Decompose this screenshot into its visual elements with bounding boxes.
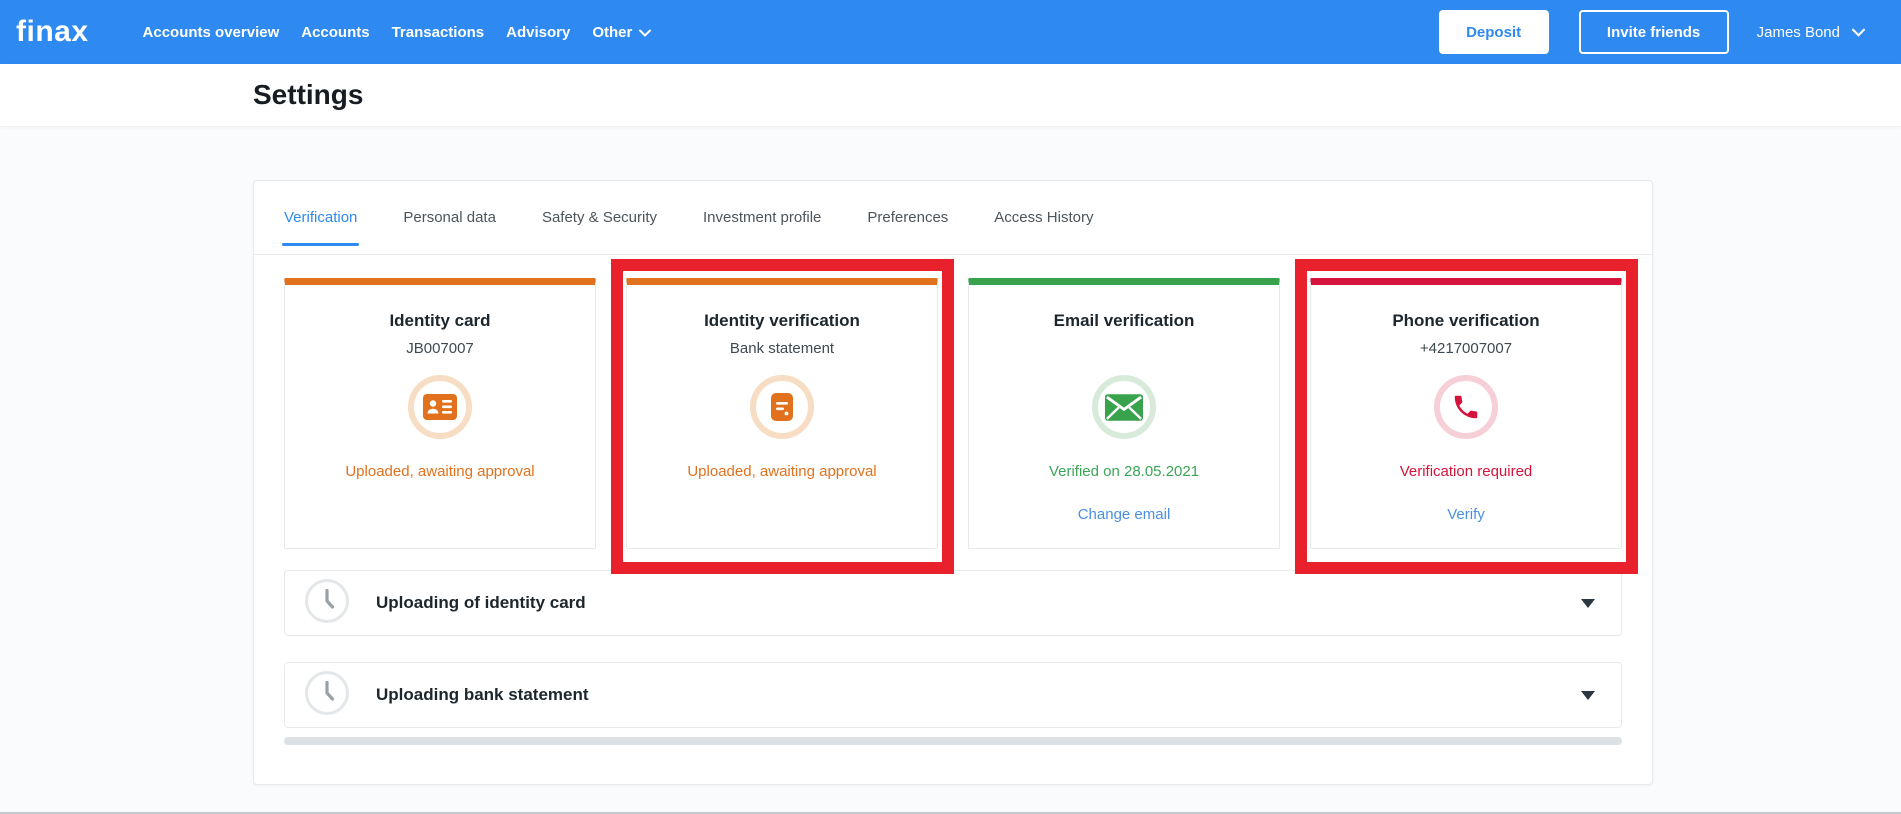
accordion-title: Uploading bank statement xyxy=(376,685,589,704)
settings-title-bar: Settings xyxy=(0,64,1901,127)
phone-icon xyxy=(1434,375,1498,439)
chevron-down-icon xyxy=(1852,24,1865,41)
settings-card: Verification Personal data Safety & Secu… xyxy=(253,180,1653,785)
page-title: Settings xyxy=(253,79,364,110)
horizontal-scrollbar[interactable] xyxy=(284,737,1622,745)
identity-card-cell: Identity card JB007007 xyxy=(284,278,596,549)
tab-personal-data[interactable]: Personal data xyxy=(403,209,496,226)
card-subtitle: JB007007 xyxy=(406,340,474,357)
email-verification-card: Email verification Verified on 28.05.202… xyxy=(968,278,1280,549)
identity-verification-card: Identity verification Bank statement Upl… xyxy=(626,278,938,549)
tab-investment-profile[interactable]: Investment profile xyxy=(703,209,822,226)
page-body: Verification Personal data Safety & Secu… xyxy=(0,127,1901,785)
tab-verification[interactable]: Verification xyxy=(281,181,360,254)
nav-other[interactable]: Other xyxy=(592,24,652,41)
accordion-uploading-bank-statement[interactable]: Uploading bank statement xyxy=(284,662,1622,728)
verify-link[interactable]: Verify xyxy=(1447,506,1485,523)
envelope-icon xyxy=(1092,375,1156,439)
accordion-uploading-identity-card[interactable]: Uploading of identity card xyxy=(284,570,1622,636)
chevron-down-icon xyxy=(1581,690,1595,700)
card-title: Phone verification xyxy=(1392,311,1540,330)
identity-verification-cell: Identity verification Bank statement Upl… xyxy=(611,259,954,574)
chevron-down-icon xyxy=(639,24,652,41)
invite-friends-button[interactable]: Invite friends xyxy=(1578,10,1729,54)
card-subtitle: +4217007007 xyxy=(1419,340,1513,357)
tab-preferences[interactable]: Preferences xyxy=(867,209,949,226)
tab-safety-security[interactable]: Safety & Security xyxy=(541,209,658,226)
id-card-icon xyxy=(408,375,472,439)
nav-advisory[interactable]: Advisory xyxy=(506,23,571,41)
nav-accounts-overview[interactable]: Accounts overview xyxy=(142,23,280,41)
email-verification-cell: Email verification Verified on 28.05.202… xyxy=(968,278,1280,549)
card-title: Email verification xyxy=(1053,311,1195,330)
status-text: Uploaded, awaiting approval xyxy=(345,463,535,480)
app-header: finax Accounts overview Accounts Transac… xyxy=(0,0,1901,64)
status-text: Verification required xyxy=(1399,463,1533,480)
clock-icon xyxy=(304,578,350,629)
status-text: Uploaded, awaiting approval xyxy=(687,463,877,480)
user-menu[interactable]: James Bond xyxy=(1757,24,1865,41)
change-email-link[interactable]: Change email xyxy=(1077,506,1171,523)
settings-tabs: Verification Personal data Safety & Secu… xyxy=(254,181,1652,255)
verification-tab-content: Identity card JB007007 xyxy=(254,255,1652,784)
nav-accounts[interactable]: Accounts xyxy=(301,23,370,41)
document-icon xyxy=(750,375,814,439)
card-title: Identity card xyxy=(389,311,491,330)
tab-access-history[interactable]: Access History xyxy=(994,209,1094,226)
accordion-title: Uploading of identity card xyxy=(376,593,586,612)
phone-verification-cell: Phone verification +4217007007 Verificat… xyxy=(1295,259,1638,574)
identity-card-card: Identity card JB007007 xyxy=(284,278,596,549)
card-subtitle: Bank statement xyxy=(729,340,835,357)
phone-verification-card: Phone verification +4217007007 Verificat… xyxy=(1310,278,1622,549)
status-text: Verified on 28.05.2021 xyxy=(1048,463,1200,480)
clock-icon xyxy=(304,670,350,721)
deposit-button[interactable]: Deposit xyxy=(1438,10,1549,54)
header-actions: Deposit Invite friends James Bond xyxy=(1438,10,1865,54)
finax-logo[interactable]: finax xyxy=(16,15,89,48)
nav-transactions[interactable]: Transactions xyxy=(391,23,485,41)
user-name: James Bond xyxy=(1756,23,1840,41)
card-title: Identity verification xyxy=(704,311,860,330)
verification-cards-grid: Identity card JB007007 xyxy=(284,259,1638,574)
main-nav: Accounts overview Accounts Transactions … xyxy=(143,24,652,41)
chevron-down-icon xyxy=(1581,598,1595,608)
